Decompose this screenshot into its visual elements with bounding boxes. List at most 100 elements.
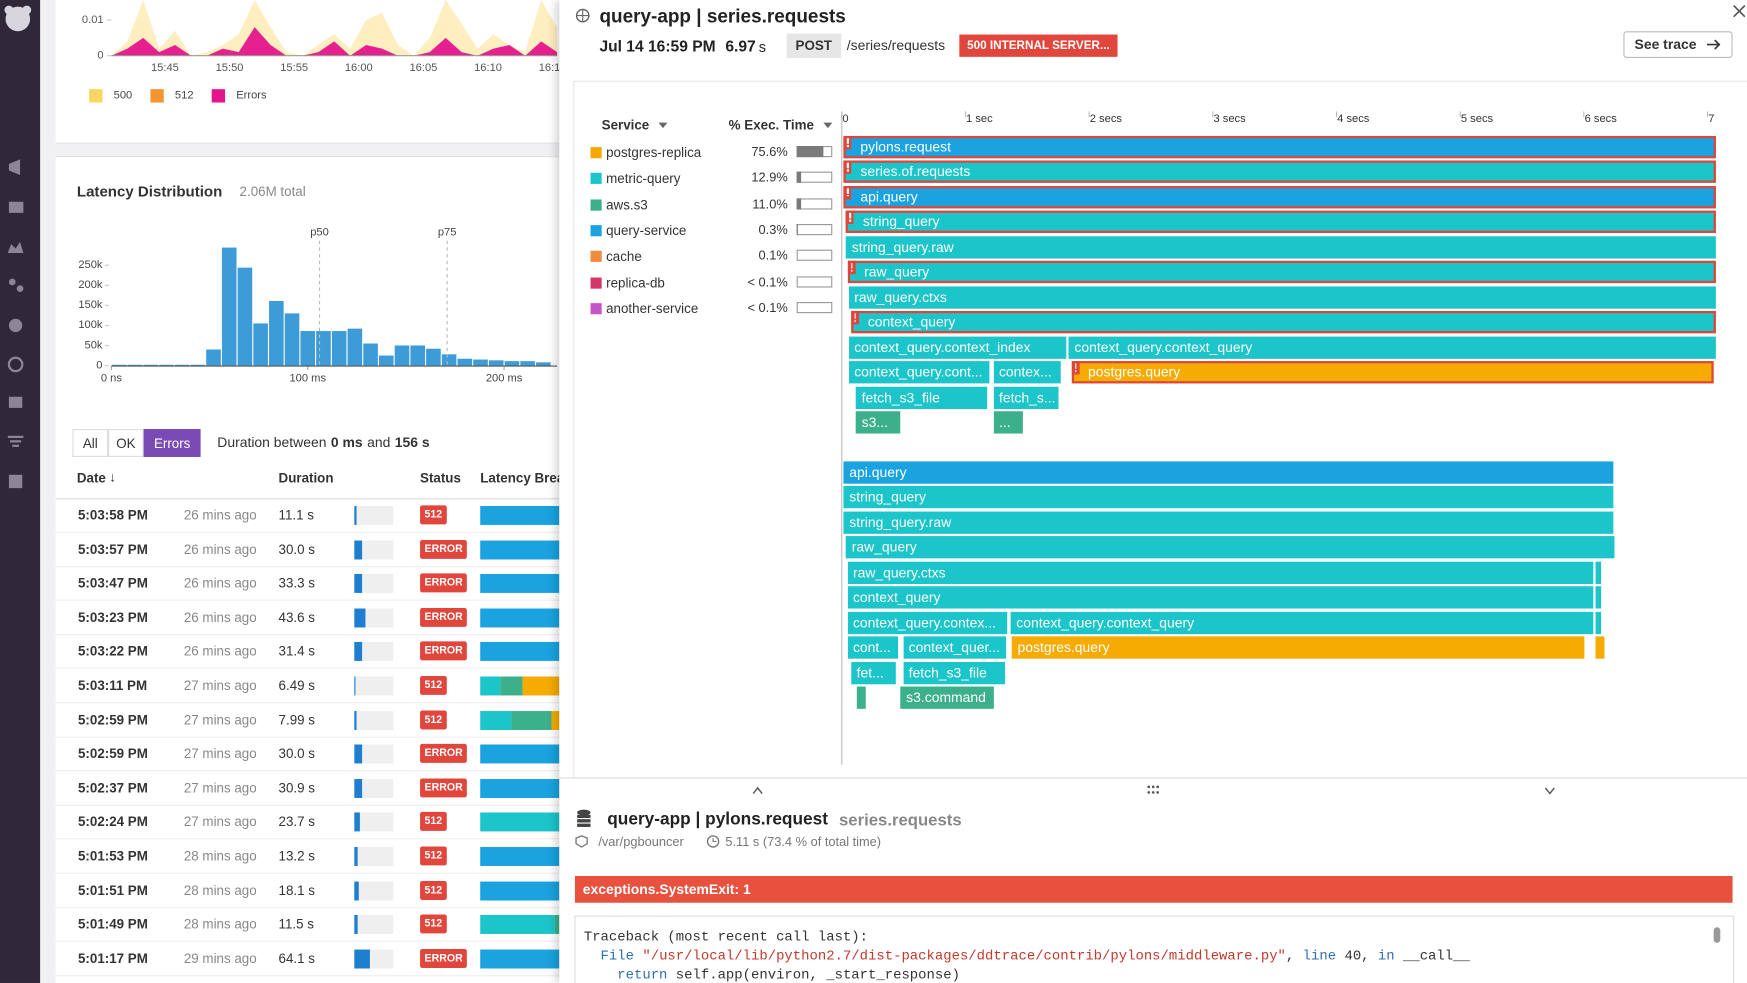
- row-date: 5:03:57 PM: [77, 541, 148, 557]
- duration-track: [354, 847, 394, 866]
- row-ago: 28 mins ago: [183, 848, 257, 864]
- histogram-bar: [394, 345, 410, 366]
- summary-part: 156 s: [394, 434, 430, 451]
- row-divider: [55, 906, 560, 908]
- service-percent: 0.3%: [758, 223, 788, 238]
- legend-swatch: [89, 89, 103, 103]
- y-tick-label: 200k: [78, 279, 103, 292]
- service-percent: 11.0%: [752, 197, 788, 212]
- row-duration: 11.5 s: [278, 916, 314, 932]
- filter-label: OK: [116, 435, 136, 451]
- trace-panel: query-app | series.requests Jul 14 16:59 …: [559, 0, 1747, 983]
- status-badge: 512: [420, 675, 447, 695]
- row-divider: [55, 736, 560, 738]
- time-tick: [1583, 111, 1585, 118]
- filter-button[interactable]: [108, 429, 144, 457]
- breakdown-segment: [480, 642, 560, 662]
- sidebar-icons: [4, 5, 32, 489]
- error-flag-mark: [854, 313, 857, 319]
- span: raw_query.ctxs: [848, 286, 1716, 309]
- span: [1595, 586, 1601, 609]
- span: string_query.raw: [843, 511, 1614, 534]
- span: context_query: [851, 311, 1716, 334]
- time-tick: [1212, 111, 1214, 118]
- span-label: context_query.contex...: [852, 614, 996, 631]
- histogram-bar: [457, 358, 473, 366]
- duration-bar: [354, 812, 361, 832]
- status-badge: ERROR: [420, 539, 468, 559]
- span-label: fetch_s...: [998, 389, 1056, 406]
- percent-bar: [796, 197, 801, 210]
- duration-track: [354, 915, 394, 935]
- y-tick-label: 0: [97, 49, 104, 62]
- row-ago: 28 mins ago: [183, 916, 257, 932]
- error-flag-mark: [850, 263, 853, 269]
- column-header: Date: [76, 470, 106, 486]
- service-percent: < 0.1%: [747, 275, 788, 290]
- http-status: 500 INTERNAL SERVER...: [959, 34, 1118, 57]
- status-badge: ERROR: [420, 778, 468, 798]
- trace-date: Jul 14 16:59 PM: [599, 36, 716, 55]
- status-badge: ERROR: [420, 948, 468, 968]
- row-ago: 26 mins ago: [183, 609, 257, 626]
- duration-track: [354, 574, 394, 594]
- duration-track: [354, 505, 394, 525]
- x-tick-label: 16:00: [344, 61, 373, 75]
- duration-bar: [354, 608, 365, 628]
- error-flag-dot: [847, 169, 849, 172]
- duration-bar: [354, 881, 359, 901]
- span-time: 5.11 s (73.4 % of total time): [725, 835, 882, 850]
- code-token: return: [583, 967, 668, 983]
- breakdown-segment: [480, 710, 512, 730]
- error-flag-mark: [847, 138, 849, 144]
- status-badge: 512: [420, 505, 447, 525]
- histogram-bar: [441, 354, 457, 366]
- span-label: string_query.raw: [849, 514, 952, 531]
- http-path: /series/requests: [846, 37, 946, 54]
- x-tick-label: 15:45: [150, 61, 179, 75]
- span: fetch_s...: [993, 386, 1059, 409]
- breakdown-segment: [522, 676, 560, 696]
- x-tick-label: 100 ms: [289, 372, 327, 386]
- breakdown-segment: [480, 915, 556, 935]
- code-token: Traceback (most recent call last):: [583, 929, 869, 946]
- row-date: 5:03:22 PM: [77, 643, 148, 660]
- span-label: raw_query.ctxs: [854, 289, 947, 306]
- duration-bar: [354, 949, 371, 969]
- duration-bar: [354, 574, 363, 594]
- row-duration: 30.9 s: [278, 779, 315, 796]
- duration-track: [354, 778, 394, 798]
- see-trace-button[interactable]: [1623, 31, 1733, 58]
- column-header: Status: [420, 470, 461, 486]
- error-flag-dot: [849, 219, 852, 222]
- filter-button[interactable]: [143, 429, 201, 457]
- row-duration: 33.3 s: [278, 575, 315, 591]
- span: cont...: [847, 636, 899, 659]
- error-flag-mark: [849, 213, 852, 219]
- section-total: 2.06M total: [239, 183, 306, 200]
- row-duration: 43.6 s: [278, 609, 315, 626]
- duration-bar: [354, 847, 358, 866]
- row-divider: [55, 770, 560, 772]
- breakdown-segment: [480, 881, 560, 901]
- histogram-bar: [331, 331, 347, 366]
- span: context_query.context_index: [848, 336, 1067, 359]
- legend-label: 500: [113, 89, 133, 102]
- column-header: % Exec. Time: [728, 117, 814, 133]
- x-tick-label: 15:50: [215, 61, 244, 75]
- http-method: POST: [786, 33, 841, 58]
- histogram-bar: [159, 364, 174, 366]
- row-duration: 30.0 s: [278, 541, 315, 557]
- histogram-bar: [426, 348, 441, 366]
- row-date: 5:01:17 PM: [77, 950, 148, 967]
- row-duration: 6.49 s: [278, 677, 315, 694]
- filter-button[interactable]: [72, 429, 109, 457]
- row-divider: [55, 940, 560, 942]
- row-divider: [55, 702, 560, 704]
- percent-track: [796, 249, 833, 262]
- status-badge: ERROR: [420, 573, 468, 593]
- span-resource: series.requests: [838, 810, 962, 830]
- code-token: __call__: [1394, 948, 1470, 965]
- histogram-bar: [111, 364, 127, 366]
